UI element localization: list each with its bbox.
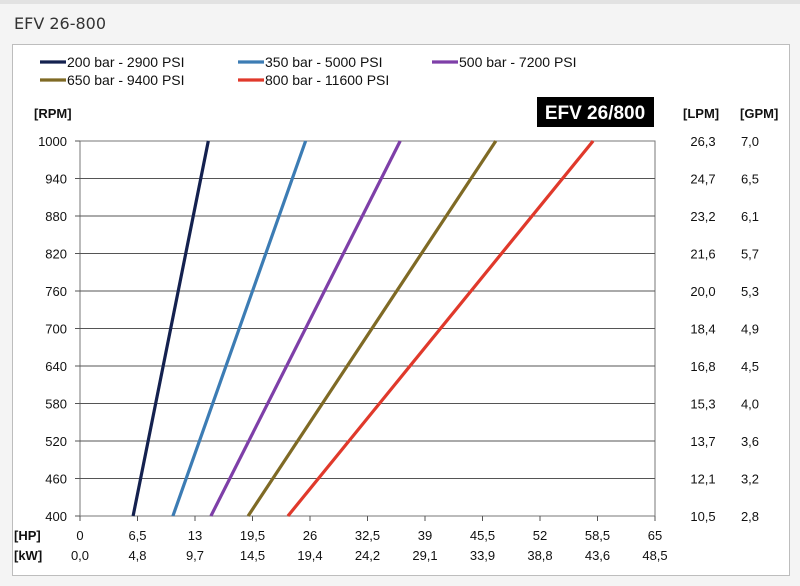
kw-tick-label: 38,8 <box>527 548 552 563</box>
legend-label: 650 bar - 9400 PSI <box>67 72 185 88</box>
right-tick-labels: 26,3 7,0 24,7 6,5 23,2 6,1 21,6 5,7 20,0 5,3 18,4 4… <box>690 134 759 524</box>
kw-tick-label: 24,2 <box>355 548 380 563</box>
legend-label: 200 bar - 2900 PSI <box>67 54 185 70</box>
legend: 200 bar - 2900 PSI 350 bar - 5000 PSI 500 … <box>40 54 577 88</box>
rpm-tick-label: 460 <box>45 472 67 487</box>
hp-tick-label: 52 <box>533 528 547 543</box>
page-title: EFV 26-800 <box>14 14 107 33</box>
hp-tick-label: 39 <box>418 528 432 543</box>
gpm-tick-label: 6,1 <box>741 209 759 224</box>
hp-tick-label: 19,5 <box>240 528 265 543</box>
kw-unit-label: [kW] <box>14 548 42 563</box>
lpm-tick-label: 18,4 <box>690 322 715 337</box>
rpm-tick-label: 940 <box>45 172 67 187</box>
hp-tick-label: 13 <box>188 528 202 543</box>
kw-tick-label: 29,1 <box>412 548 437 563</box>
rpm-tick-label: 880 <box>45 209 67 224</box>
lpm-tick-label: 12,1 <box>690 472 715 487</box>
hp-tick-label: 26 <box>303 528 317 543</box>
hp-tick-label: 58,5 <box>585 528 610 543</box>
series-line <box>131 140 210 517</box>
kw-tick-label: 0,0 <box>71 548 89 563</box>
gpm-tick-label: 4,0 <box>741 397 759 412</box>
kw-tick-label: 9,7 <box>186 548 204 563</box>
y-tick-labels: 1000 940 880 820 760 700 640 580 520 460 400 <box>38 134 67 524</box>
kw-tick-label: 48,5 <box>642 548 667 563</box>
gpm-tick-label: 4,9 <box>741 322 759 337</box>
gpm-tick-label: 6,5 <box>741 172 759 187</box>
lpm-unit-label: [LPM] <box>683 106 719 121</box>
hp-tick-label: 45,5 <box>470 528 495 543</box>
legend-label: 800 bar - 11600 PSI <box>265 72 389 88</box>
hp-tick-label: 0 <box>76 528 83 543</box>
gpm-tick-label: 3,2 <box>741 472 759 487</box>
x-tick-labels: 0 0,0 6,5 4,8 13 9,7 19,5 14,5 26 19,4 32,5 24,2 39 2… <box>71 528 668 563</box>
gpm-unit-label: [GPM] <box>740 106 778 121</box>
hp-tick-label: 32,5 <box>355 528 380 543</box>
rpm-tick-label: 640 <box>45 359 67 374</box>
hp-unit-label: [HP] <box>14 528 41 543</box>
lpm-tick-label: 21,6 <box>690 247 715 262</box>
lpm-tick-label: 23,2 <box>690 209 715 224</box>
kw-tick-label: 4,8 <box>128 548 146 563</box>
lpm-tick-label: 20,0 <box>690 284 715 299</box>
chart-title-box <box>537 97 654 127</box>
series-lines <box>131 139 595 518</box>
lpm-tick-label: 15,3 <box>690 397 715 412</box>
rpm-tick-label: 520 <box>45 434 67 449</box>
rpm-tick-label: 1000 <box>38 134 67 149</box>
gpm-tick-label: 5,3 <box>741 284 759 299</box>
rpm-tick-label: 700 <box>45 322 67 337</box>
rpm-unit-label: [RPM] <box>34 106 72 121</box>
series-line <box>246 140 498 517</box>
top-rule <box>0 0 800 4</box>
lpm-tick-label: 26,3 <box>690 134 715 149</box>
rpm-tick-label: 580 <box>45 397 67 412</box>
gpm-tick-label: 5,7 <box>741 247 759 262</box>
kw-tick-label: 19,4 <box>297 548 322 563</box>
gpm-tick-label: 4,5 <box>741 359 759 374</box>
kw-tick-label: 33,9 <box>470 548 495 563</box>
lpm-tick-label: 24,7 <box>690 172 715 187</box>
gpm-tick-label: 7,0 <box>741 134 759 149</box>
hp-tick-label: 6,5 <box>128 528 146 543</box>
kw-tick-label: 14,5 <box>240 548 265 563</box>
series-line <box>286 139 595 518</box>
chart-title: EFV 26/800 <box>545 103 645 124</box>
legend-label: 500 bar - 7200 PSI <box>459 54 577 70</box>
gpm-tick-label: 3,6 <box>741 434 759 449</box>
series-line <box>209 140 402 517</box>
kw-tick-label: 43,6 <box>585 548 610 563</box>
rpm-tick-label: 820 <box>45 247 67 262</box>
gridlines <box>75 140 656 521</box>
lpm-tick-label: 13,7 <box>690 434 715 449</box>
series-line <box>171 140 308 517</box>
hp-tick-label: 65 <box>648 528 662 543</box>
gpm-tick-label: 2,8 <box>741 509 759 524</box>
rpm-tick-label: 760 <box>45 284 67 299</box>
legend-label: 350 bar - 5000 PSI <box>265 54 383 70</box>
lpm-tick-label: 10,5 <box>690 509 715 524</box>
rpm-tick-label: 400 <box>45 509 67 524</box>
lpm-tick-label: 16,8 <box>690 359 715 374</box>
